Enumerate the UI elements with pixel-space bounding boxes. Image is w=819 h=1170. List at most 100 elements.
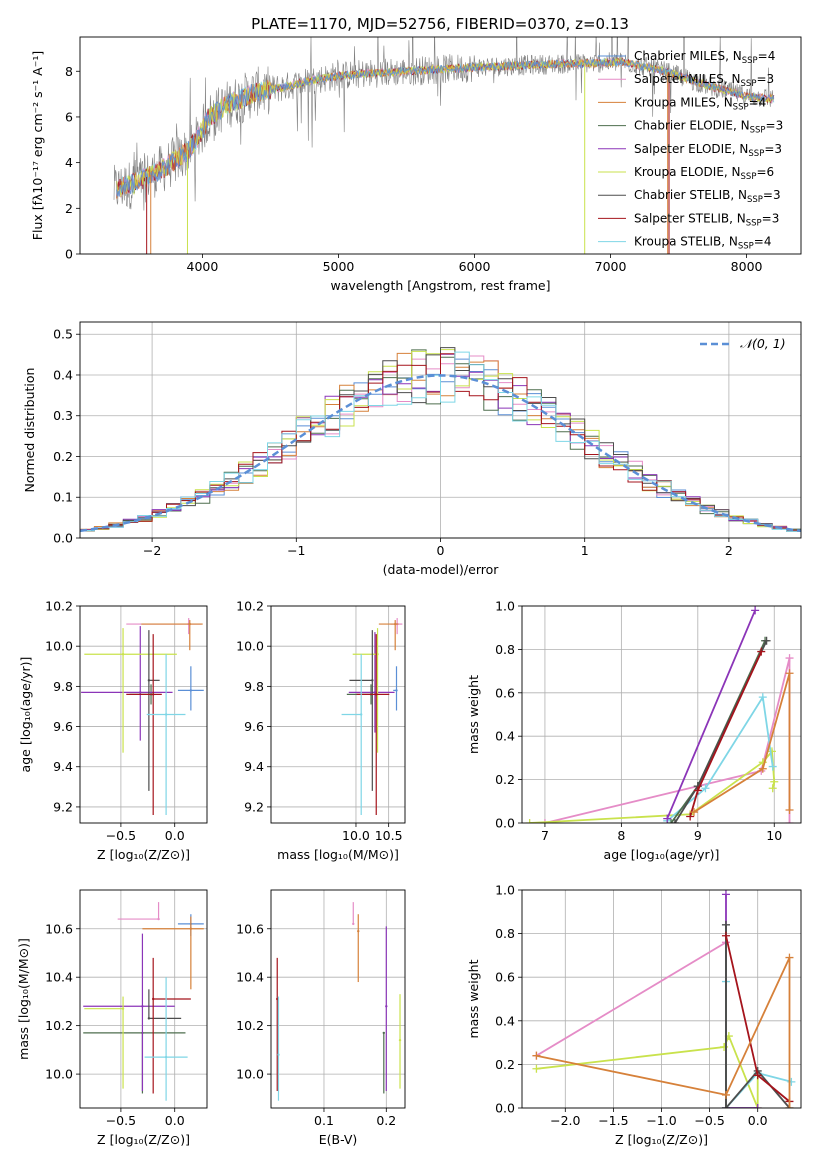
mass_vs_Z-axes: −0.5 0.0 10.0 10.2 10.4 10.6 Z [log₁₀(Z/Z⊙)] ma… (16, 890, 207, 1147)
x-tick-label: 7000 (595, 259, 627, 274)
series-marker (770, 777, 779, 786)
y-axis-label: age [log₁₀(age/yr)] (18, 657, 33, 773)
y-tick-label: 0.3 (53, 408, 73, 423)
y-tick-label: 0.0 (495, 1101, 515, 1116)
spectrum-legend: Chabrier MILES, NSSP=4 Salpeter MILES, NS… (598, 49, 783, 252)
y-tick-label: 0.5 (53, 327, 73, 342)
series-marker (762, 636, 771, 645)
series-marker (525, 819, 534, 823)
data-point (276, 997, 279, 1001)
x-tick-label: 7 (541, 828, 549, 843)
y-tick-label: 9.6 (53, 719, 73, 734)
legend-label: Kroupa MILES, NSSP=4 (634, 95, 766, 112)
series-marker (663, 814, 672, 823)
y-tick-label: 0.4 (495, 1013, 515, 1028)
x-tick-label: 0.1 (314, 1113, 334, 1128)
legend-label: Chabrier STELIB, NSSP=3 (634, 188, 781, 205)
y-tick-label: 10.2 (236, 599, 264, 614)
x-tick-label: 0.0 (748, 1113, 768, 1128)
legend-nssp: 4 (759, 95, 767, 109)
y-tick-label: 10.0 (236, 1067, 264, 1082)
age_vs_mass-frame (270, 605, 406, 824)
y-tick-label: 10.6 (45, 921, 73, 936)
y-tick-label: 0.4 (495, 729, 515, 744)
series-marker (753, 1104, 762, 1108)
age_vs_Z-frame (79, 605, 208, 824)
y-axis-label: mass [log₁₀(M/M⊙)] (16, 938, 31, 1060)
series-marker (721, 920, 730, 929)
series-marker (758, 764, 767, 773)
y-tick-label: 0.8 (495, 642, 515, 657)
legend-label: 𝒩(0, 1) (740, 336, 786, 351)
y-tick-label: 9.4 (53, 759, 73, 774)
mass_vs_ebv-axes: 0.1 0.2 10.0 10.2 10.4 10.6 E(B-V) (236, 890, 405, 1147)
series-marker (721, 1090, 730, 1099)
x-axis-label: wavelength [Angstrom, rest frame] (330, 278, 550, 293)
y-tick-label: 4 (65, 155, 73, 170)
y-tick-label: 0.8 (495, 926, 515, 941)
data-point (151, 997, 155, 1001)
legend-name: Kroupa STELIB (634, 235, 721, 249)
y-tick-label: 0.0 (53, 531, 73, 546)
weight_vs_age-frame (521, 605, 802, 824)
y-tick-label: 0.0 (495, 816, 515, 831)
data-point (189, 927, 193, 930)
data-point (189, 689, 193, 692)
y-axis-label: mass weight (466, 675, 481, 754)
residuals-frame (79, 321, 802, 539)
x-tick-label: 0.2 (376, 1113, 396, 1128)
x-tick-label: 0 (437, 543, 445, 558)
histogram-salp_stelib (80, 353, 801, 531)
data-point (121, 1007, 125, 1010)
y-axis-label: mass weight (466, 959, 481, 1038)
data-point (139, 691, 142, 694)
data-point (141, 1005, 144, 1008)
series-marker (540, 819, 549, 823)
y-tick-label: 10.0 (45, 1067, 73, 1082)
series-marker (785, 805, 794, 814)
data-point (121, 653, 125, 656)
series-marker (532, 1051, 541, 1060)
weight_vs_age-plot (525, 606, 794, 823)
spectrum-frame (79, 36, 802, 255)
legend-label: Chabrier ELODIE, NSSP=3 (634, 119, 783, 136)
data-point (164, 1055, 168, 1059)
legend-label: Salpeter STELIB, NSSP=3 (634, 211, 779, 228)
x-axis-label: Z [log₁₀(Z/Z⊙)] (97, 847, 190, 862)
data-point (375, 693, 378, 696)
data-point (398, 1038, 402, 1042)
x-tick-label: 0.0 (165, 828, 185, 843)
series-marker (667, 819, 676, 823)
y-tick-label: 10.0 (236, 639, 264, 654)
series-marker (758, 693, 767, 702)
data-point (277, 1053, 280, 1056)
x-tick-label: 4000 (187, 259, 219, 274)
x-tick-label: 9 (694, 828, 702, 843)
legend-name: Kroupa ELODIE (634, 165, 724, 179)
weight_vs_Z-plot (532, 890, 796, 1108)
legend-nssp: 3 (773, 188, 781, 202)
series-marker (767, 747, 776, 756)
y-tick-label: 0.2 (53, 449, 73, 464)
data-point (373, 691, 377, 694)
y-tick-label: 1.0 (495, 883, 515, 898)
series-marker (753, 1071, 762, 1080)
data-point (393, 622, 397, 626)
y-tick-label: 0.1 (53, 490, 73, 505)
weight_vs_Z-axes: −2.0 −1.5 −1.0 −0.5 0.0 0.0 0.2 0.4 0.6 0.8 1.0 Z [… (466, 883, 801, 1147)
y-tick-label: 6 (65, 109, 73, 124)
y-tick-label: 9.8 (53, 679, 73, 694)
y-tick-label: 9.2 (53, 799, 73, 814)
legend-name: Chabrier STELIB (634, 188, 730, 202)
weight_vs_Z-frame (521, 889, 802, 1109)
data-point (188, 622, 191, 626)
series-marker (785, 819, 794, 823)
y-tick-label: 0.6 (495, 685, 515, 700)
series-marker (532, 1064, 541, 1073)
data-point (147, 679, 151, 682)
series-marker (785, 1104, 794, 1108)
x-axis-label: Z [log₁₀(Z/Z⊙)] (615, 1132, 708, 1147)
legend-label: Kroupa ELODIE, NSSP=6 (634, 165, 774, 182)
y-axis-label: Normed distribution (22, 368, 37, 493)
